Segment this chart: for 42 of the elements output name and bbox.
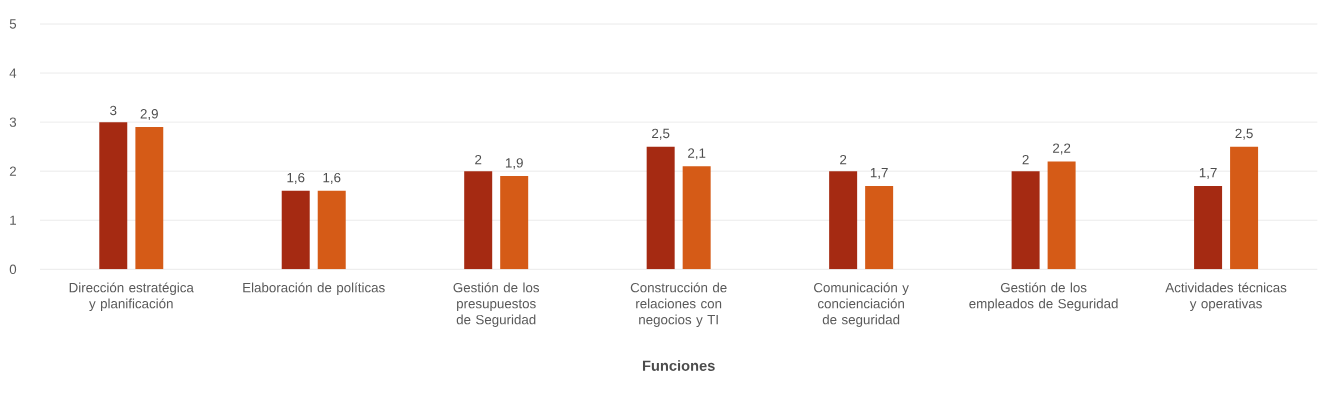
x-tick-label: Gestión de los empleados de Seguridad [969,282,1118,312]
x-tick-label: Actividades técnicas y operativas [1165,282,1287,312]
x-axis-title: Funciones [642,360,715,372]
bar [317,190,346,270]
data-label: 2,5 [652,128,670,140]
y-tick-label: 5 [9,19,17,29]
x-tick-label: Dirección estratégica y planificación [69,282,194,312]
data-label: 2 [1022,155,1029,165]
y-tick-label: 3 [9,117,17,128]
y-tick-label: 0 [9,264,17,275]
y-tick-label: 4 [9,68,17,78]
x-tick-label: Comunicación y concienciación de seguridad [814,282,909,328]
data-label: 2 [840,155,847,165]
data-label: 2,2 [1053,143,1071,155]
data-label: 1,6 [287,173,305,185]
y-tick-label: 2 [9,166,16,177]
data-label: 1,6 [323,173,341,185]
bar [646,146,675,270]
bar [1194,186,1223,270]
bar [829,171,858,270]
data-label: 2,9 [140,109,158,121]
bar [1011,171,1040,270]
data-label: 1,7 [1199,168,1217,180]
bar [464,171,493,270]
data-label: 2,5 [1235,128,1253,140]
bar [682,166,711,270]
bar [99,122,128,270]
data-label: 2,1 [688,148,706,160]
bar [865,186,894,270]
x-tick-label: Construcción de relaciones con negocios y TI [630,282,727,328]
data-label: 3 [110,105,117,116]
y-tick-label: 1 [10,215,16,226]
x-tick-label: Elaboración de políticas [243,282,385,296]
data-label: 1,9 [505,158,523,170]
bar [1230,146,1259,270]
x-tick-label: Gestión de los presupuestos de Seguridad [453,282,540,328]
bar [135,127,164,270]
data-label: 1,7 [870,168,888,180]
bar [1047,161,1076,270]
bar [500,176,529,270]
data-label: 2 [475,155,482,165]
bar [281,190,310,270]
